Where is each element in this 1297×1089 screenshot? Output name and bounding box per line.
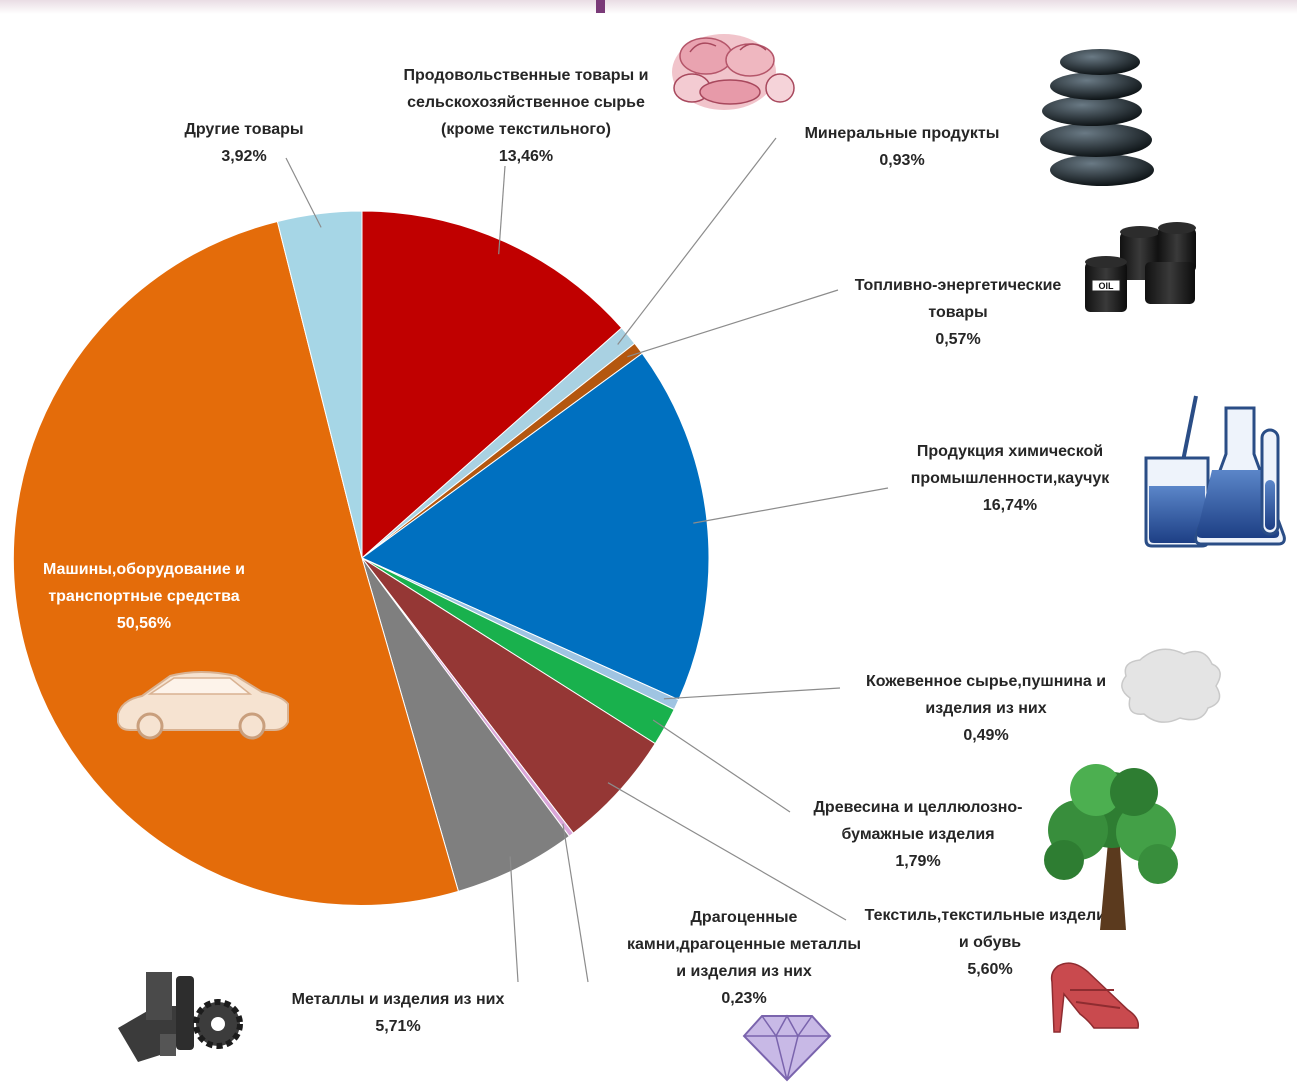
slice-label-3: Продукция химической промышленности,каучу… — [911, 443, 1111, 514]
leader-line-10 — [285, 157, 322, 228]
pie-slices — [12, 210, 710, 906]
slice-value-4: 0,49% — [963, 727, 1008, 744]
slice-value-10: 3,92% — [221, 148, 266, 165]
slice-label-line: Драгоценные — [691, 909, 798, 926]
slice-value-0: 13,46% — [499, 148, 553, 165]
pie-slice-8 — [361, 557, 570, 892]
gem-icon — [742, 1014, 832, 1082]
slice-label-2: Топливно-энергетические товары 0,57% — [855, 277, 1062, 348]
oil-barrels-icon: OIL — [1085, 222, 1196, 312]
lab-flasks-icon — [1144, 395, 1286, 548]
slice-label-5: Древесина и целлюлозно-бумажные изделия 1… — [814, 799, 1023, 870]
top-accent-mark — [596, 0, 605, 13]
pie-slice-3 — [361, 352, 710, 701]
leader-line-6 — [607, 782, 847, 921]
slice-label-line: изделия из них — [925, 700, 1046, 717]
slice-label-8: Металлы и изделия из них 5,71% — [292, 991, 505, 1035]
slice-label-line: (кроме текстильного) — [441, 121, 611, 138]
leader-line-8 — [509, 856, 519, 983]
slice-value-2: 0,57% — [935, 331, 980, 348]
slice-label-7: Драгоценные камни,драгоценные металлы и из… — [627, 909, 861, 1007]
slice-label-line: Минеральные продукты — [805, 125, 1000, 142]
slice-label-line: Топливно-энергетические — [855, 277, 1062, 294]
slice-value-3: 16,74% — [983, 497, 1037, 514]
leader-line-5 — [652, 719, 791, 813]
car-icon — [117, 671, 289, 740]
leader-line-7 — [562, 823, 589, 983]
pie-slice-0 — [361, 210, 623, 560]
slice-label-line: Продовольственные товары и — [404, 67, 649, 84]
slice-value-9: 50,56% — [117, 615, 171, 632]
slice-label-10: Другие товары 3,92% — [184, 121, 303, 165]
stones-icon — [1040, 49, 1154, 186]
pie-slice-10 — [276, 210, 363, 559]
slice-label-line: Металлы и изделия из них — [292, 991, 505, 1008]
slice-label-4: Кожевенное сырье,пушнина и изделия из них… — [866, 673, 1106, 744]
slice-label-line: Машины,оборудование и — [43, 561, 245, 578]
slice-label-line: промышленности,каучук — [911, 470, 1111, 487]
slice-label-line: Древесина и целлюлозно- — [814, 799, 1023, 816]
slice-label-line: Другие товары — [184, 121, 303, 138]
slice-label-line: и обувь — [959, 934, 1021, 951]
slice-label-line: Продукция химической — [917, 443, 1103, 460]
leader-lines — [285, 137, 889, 983]
slice-value-6: 5,60% — [967, 961, 1012, 978]
slice-label-line: товары — [928, 304, 987, 321]
pie-slice-9 — [12, 220, 460, 906]
slice-label-1: Минеральные продукты 0,93% — [805, 125, 1000, 169]
slice-label-line: камни,драгоценные металлы — [627, 936, 861, 953]
leader-line-2 — [627, 289, 839, 358]
slice-label-0: Продовольственные товары и сельскохозяйст… — [404, 67, 649, 165]
slice-label-line: сельскохозяйственное сырье — [407, 94, 645, 111]
meat-icon — [672, 34, 795, 110]
metal-parts-icon — [118, 972, 243, 1062]
hide-icon — [1121, 648, 1221, 723]
slice-labels: Продовольственные товары и сельскохозяйст… — [43, 67, 1115, 1035]
svg-text:OIL: OIL — [1099, 281, 1115, 291]
slice-value-5: 1,79% — [895, 853, 940, 870]
leader-line-4 — [663, 687, 841, 700]
slice-label-line: бумажные изделия — [841, 826, 994, 843]
slice-label-line: Текстиль,текстильные изделия — [865, 907, 1116, 924]
slice-value-7: 0,23% — [721, 990, 766, 1007]
leader-line-0 — [498, 165, 506, 255]
slice-value-8: 5,71% — [375, 1018, 420, 1035]
top-band — [0, 0, 1297, 14]
slice-label-6: Текстиль,текстильные изделия и обувь 5,60% — [865, 907, 1116, 978]
slice-label-line: Кожевенное сырье,пушнина и — [866, 673, 1106, 690]
slice-label-line: и изделия из них — [676, 963, 812, 980]
shoe-icon — [1050, 962, 1140, 1033]
slice-label-line: транспортные средства — [48, 588, 239, 605]
slice-label-9: Машины,оборудование и транспортные средст… — [43, 561, 245, 632]
category-icons: OIL — [117, 34, 1286, 1082]
leader-line-3 — [693, 487, 889, 524]
tree-icon — [1044, 764, 1178, 930]
slice-value-1: 0,93% — [879, 152, 924, 169]
leader-line-1 — [617, 137, 777, 345]
